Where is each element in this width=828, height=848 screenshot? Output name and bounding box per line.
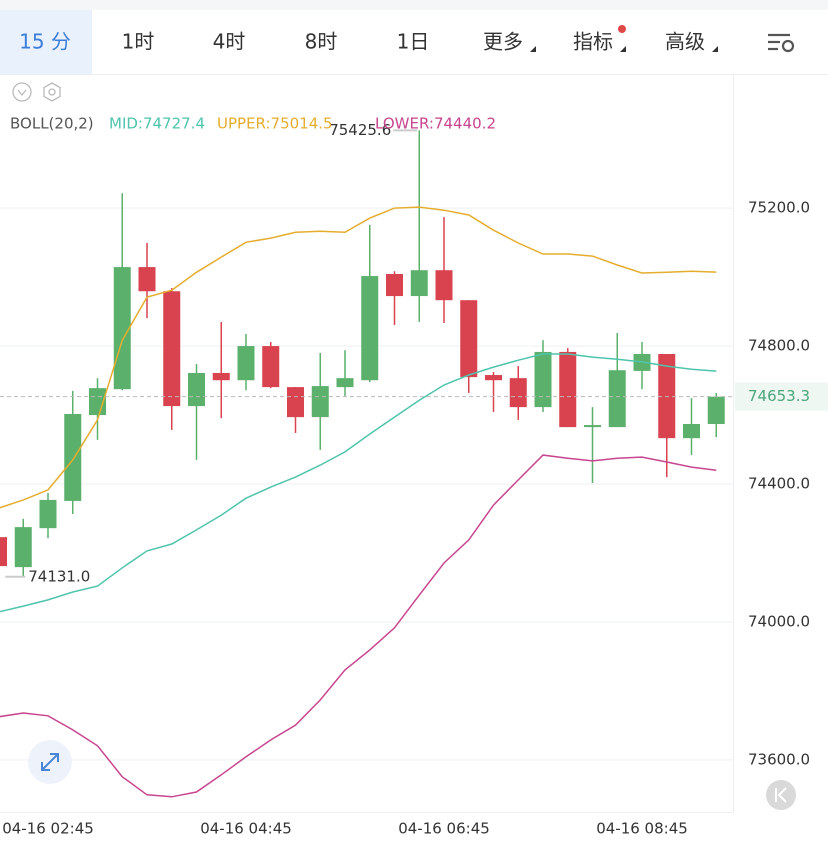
dropdown-caret	[620, 46, 626, 52]
legend-entry: MID:74727.4	[109, 115, 205, 133]
candle-body	[163, 291, 181, 407]
candle-body	[311, 386, 329, 418]
badge-dot	[618, 25, 626, 33]
candle-body	[410, 270, 428, 297]
current-price-label: 74653.3	[748, 387, 810, 405]
candle-body	[361, 276, 379, 381]
settings-icon[interactable]	[768, 33, 795, 53]
candle-body	[608, 370, 626, 428]
candle-body	[113, 267, 131, 390]
candle-body	[509, 378, 527, 408]
candle-body	[584, 425, 601, 428]
boll-line	[0, 454, 717, 798]
min-label: 74131.0	[28, 567, 90, 585]
x-tick-label: 04-16 04:45	[200, 820, 292, 838]
indicator-name: BOLL(20,2)	[10, 115, 94, 133]
candle-body	[188, 372, 205, 407]
dropdown-caret	[712, 46, 718, 52]
boll-line	[0, 206, 717, 509]
y-tick-label: 74400.0	[748, 475, 810, 493]
candle-body	[138, 267, 156, 292]
max-label: 75425.6	[329, 121, 391, 139]
tab[interactable]: 15 分	[19, 30, 71, 54]
dropdown-caret	[530, 46, 536, 52]
tab[interactable]: 指标	[573, 30, 613, 54]
status-strip	[0, 0, 828, 10]
candle-body	[14, 527, 32, 568]
tab[interactable]: 更多	[483, 30, 523, 54]
candle-body	[707, 396, 725, 425]
candle-body	[534, 351, 552, 408]
candle-body	[658, 354, 676, 439]
candle-body	[386, 273, 403, 297]
current-price-bg	[735, 382, 828, 411]
tab[interactable]: 8时	[305, 30, 338, 54]
legend-entry: UPPER:75014.5	[217, 115, 333, 133]
candle-body	[460, 300, 478, 378]
tab[interactable]: 1时	[122, 30, 155, 54]
candle-body	[435, 270, 453, 301]
y-tick-label: 74000.0	[748, 612, 810, 630]
candle-body	[39, 499, 57, 529]
y-tick-label: 74800.0	[748, 337, 810, 355]
candle-body	[212, 372, 230, 381]
candle-body	[64, 414, 82, 501]
y-tick-label: 75200.0	[748, 199, 810, 217]
tab[interactable]: 4时	[213, 30, 246, 54]
y-tick-label: 73600.0	[748, 750, 810, 768]
candle-body	[683, 424, 700, 439]
candle-body	[237, 346, 255, 381]
indicator-icons[interactable]	[12, 82, 61, 102]
latest-button[interactable]	[766, 780, 796, 810]
tab[interactable]: 高级	[665, 30, 705, 54]
x-tick-label: 04-16 06:45	[398, 820, 490, 838]
candle-body	[559, 351, 577, 428]
tab[interactable]: 1日	[397, 30, 430, 54]
boll-line	[0, 353, 717, 613]
candle-body	[287, 387, 304, 418]
candle-body	[262, 346, 280, 388]
candle-body	[0, 537, 7, 567]
candle-body	[336, 378, 354, 388]
legend-entry: LOWER:74440.2	[375, 115, 496, 133]
active-tab-bg	[0, 10, 92, 74]
x-tick-label: 04-16 08:45	[596, 820, 688, 838]
candle-body	[485, 375, 502, 381]
expand-button[interactable]	[28, 740, 72, 784]
x-tick-label: 04-16 02:45	[2, 820, 94, 838]
